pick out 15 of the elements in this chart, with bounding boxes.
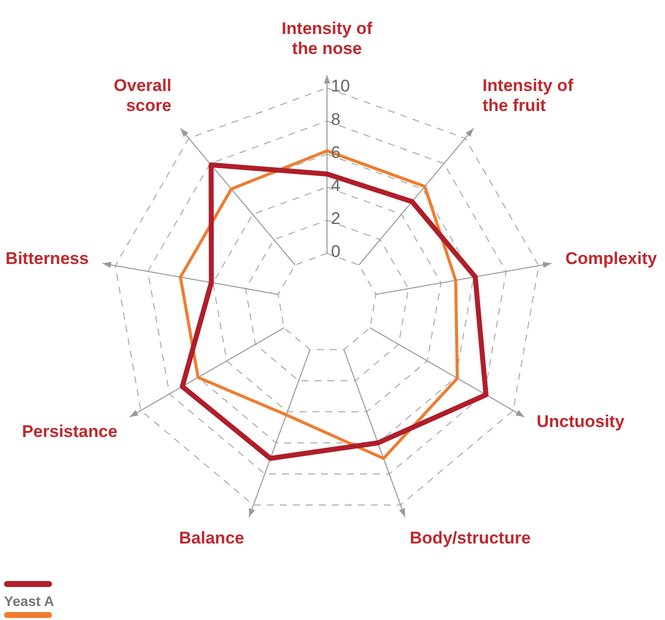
y-tick-label: 8 [331, 110, 340, 129]
spoke-label: Overall score [114, 76, 172, 115]
y-tick-label: 2 [331, 208, 340, 228]
y-tick-label: 0 [331, 242, 340, 262]
text: Yeast A [4, 593, 54, 609]
spoke-label: Unctuosity [536, 412, 625, 432]
spoke-label: Complexity [565, 249, 658, 268]
spoke-label: Intensity of the nose [282, 19, 373, 58]
spoke-label: Bitterness [6, 249, 89, 268]
spoke-label: Persistance [22, 422, 118, 442]
spoke-label: Balance [179, 528, 244, 548]
y-tick-label: 4 [331, 176, 340, 195]
y-tick-label: 10 [331, 76, 350, 96]
spoke-label: Intensity of the fruit [482, 76, 574, 115]
spoke-label: Body/structure [410, 528, 531, 548]
